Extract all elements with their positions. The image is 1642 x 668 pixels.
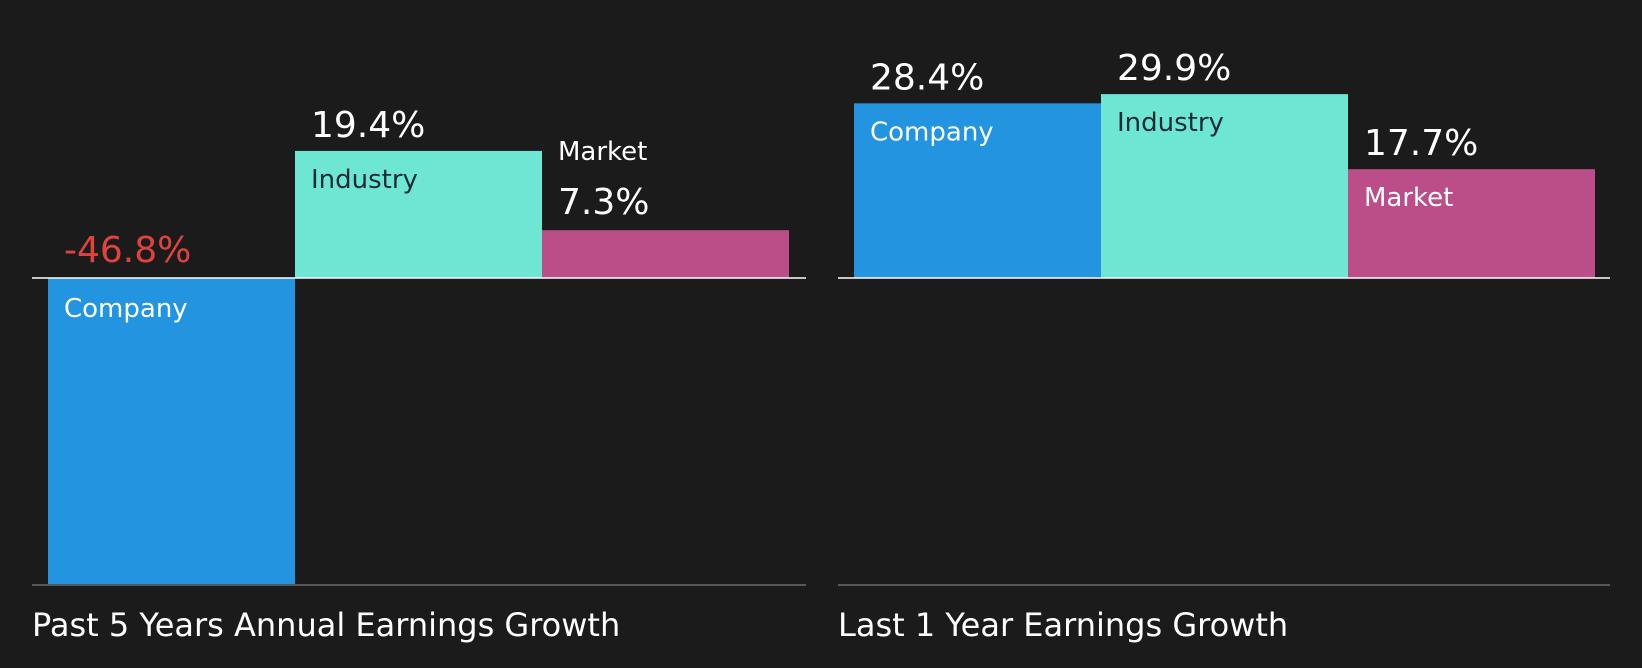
- category-label-market-last-1-year: Market: [1364, 183, 1453, 213]
- value-label-company-last-1-year: 28.4%: [870, 57, 984, 98]
- bar-company-past-5-years: [48, 278, 295, 585]
- chart-panel-last-1-year: Company 28.4% Industry 29.9% Market 17.7% Las…: [838, 48, 1610, 644]
- bar-market-past-5-years: [542, 230, 789, 278]
- chart-panel-past-5-years: Company -46.8% Industry 19.4% Market 7.3% Pas…: [32, 105, 806, 644]
- category-label-industry-last-1-year: Industry: [1117, 108, 1224, 138]
- value-label-market-last-1-year: 17.7%: [1364, 123, 1478, 164]
- category-label-company-last-1-year: Company: [870, 117, 994, 147]
- bar-market-last-1-year: [1348, 169, 1595, 278]
- category-label-market-past-5-years: Market: [558, 137, 647, 167]
- bars-past-5-years: Company -46.8% Industry 19.4% Market 7.3%: [48, 105, 789, 585]
- chart-title-past-5-years: Past 5 Years Annual Earnings Growth: [32, 606, 620, 644]
- category-label-company-past-5-years: Company: [64, 294, 188, 324]
- bars-last-1-year: Company 28.4% Industry 29.9% Market 17.7%: [854, 48, 1595, 279]
- bar-company-last-1-year: [854, 103, 1101, 278]
- bar-industry-last-1-year: [1101, 94, 1348, 279]
- chart-title-last-1-year: Last 1 Year Earnings Growth: [838, 606, 1288, 644]
- category-label-industry-past-5-years: Industry: [311, 165, 418, 195]
- value-label-market-past-5-years: 7.3%: [558, 182, 649, 223]
- bar-industry-past-5-years: [295, 150, 542, 278]
- value-label-industry-last-1-year: 29.9%: [1117, 48, 1231, 89]
- value-label-company-past-5-years: -46.8%: [64, 230, 191, 271]
- value-label-industry-past-5-years: 19.4%: [311, 105, 425, 146]
